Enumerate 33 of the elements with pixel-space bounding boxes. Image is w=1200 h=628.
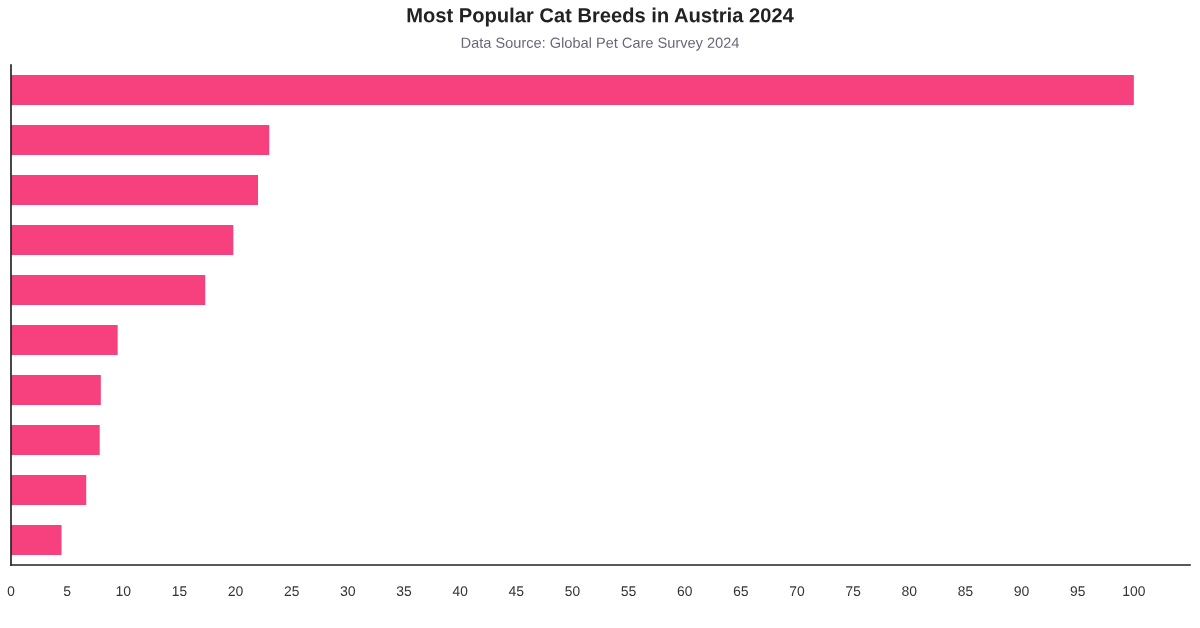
x-tick-label: 100 [1123,586,1145,597]
bar [11,275,206,305]
x-tick-label: 70 [789,586,805,597]
bar [11,125,270,155]
bar [11,425,100,455]
x-tick-label: 0 [7,586,15,597]
x-tick-label: 40 [452,586,468,597]
x-tick-label: 95 [1070,586,1085,597]
x-tick-label: 5 [63,586,71,597]
bar [11,75,1134,105]
x-tick-label: 20 [228,586,243,597]
x-tick-label: 80 [902,586,917,597]
x-tick-label: 35 [396,586,412,597]
x-tick-label: 30 [340,586,356,597]
bar [11,525,62,555]
bar [11,325,118,355]
x-tick-label: 55 [621,586,636,597]
x-tick-label: 15 [172,586,187,597]
x-tick-label: 10 [116,586,131,597]
x-tick-label: 85 [958,586,973,597]
x-tick-label: 45 [508,586,524,597]
bar [11,475,87,505]
x-tick-label: 50 [565,586,580,597]
bar [11,225,234,255]
x-tick-label: 65 [733,586,748,597]
x-tick-label: 90 [1014,586,1029,597]
x-tick-label: 75 [846,586,861,597]
bar [11,175,259,205]
chart-title: Most Popular Cat Breeds in Austria 2024 [407,7,794,27]
chart-subtitle: Data Source: Global Pet Care Survey 2024 [461,37,740,51]
bar [11,375,101,405]
x-tick-label: 25 [284,586,299,597]
x-tick-label: 60 [677,586,692,597]
